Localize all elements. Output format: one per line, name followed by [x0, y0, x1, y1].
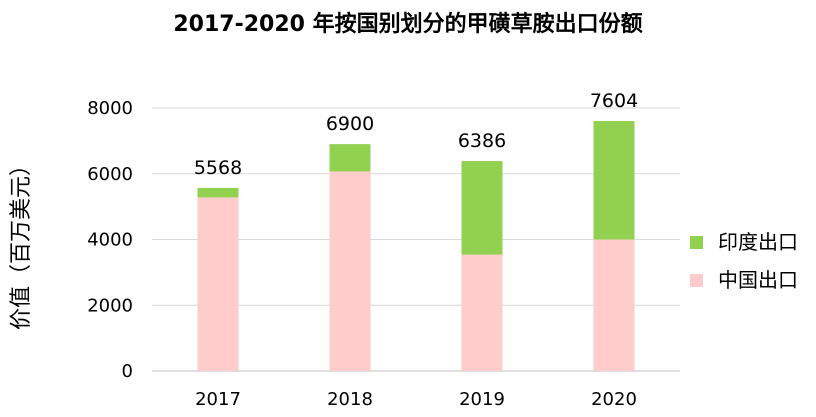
bar-segment-india-2018 — [329, 144, 371, 172]
total-data-label: 7604 — [590, 90, 638, 112]
chart-title: 2017-2020 年按国别划分的甲磺草胺出口份额 — [173, 12, 643, 37]
x-tick-label: 2020 — [591, 389, 637, 410]
bar-segment-india-2019 — [461, 161, 503, 255]
y-axis-label: 价值（百万美元） — [9, 154, 34, 330]
gridlines — [152, 107, 680, 372]
total-data-label: 5568 — [194, 157, 242, 179]
bar-segment-china-2017 — [197, 197, 239, 371]
legend-label-india: 印度出口 — [718, 230, 798, 254]
y-tick-label: 8000 — [87, 98, 133, 119]
bar-segment-china-2020 — [593, 239, 635, 371]
x-tick-label: 2018 — [327, 389, 373, 410]
legend-label-china: 中国出口 — [718, 268, 798, 292]
y-tick-label: 2000 — [87, 295, 133, 316]
bar-segment-china-2018 — [329, 171, 371, 371]
y-tick-label: 0 — [122, 361, 133, 382]
bar-segment-india-2017 — [197, 187, 239, 198]
x-axis-ticks: 2017 2018 2019 2020 — [195, 389, 637, 410]
x-tick-label: 2017 — [195, 389, 241, 410]
y-tick-label: 6000 — [87, 164, 133, 185]
legend-swatch-china — [690, 274, 703, 287]
data-labels: 5568 6900 6386 7604 — [194, 90, 638, 179]
bars — [197, 121, 635, 371]
total-data-label: 6900 — [326, 113, 374, 135]
legend-swatch-india — [690, 236, 703, 249]
y-axis-ticks: 0 2000 4000 6000 8000 — [87, 98, 133, 382]
bar-segment-china-2019 — [461, 254, 503, 371]
total-data-label: 6386 — [458, 130, 506, 152]
bar-segment-india-2020 — [593, 121, 635, 240]
y-tick-label: 4000 — [87, 230, 133, 251]
x-tick-label: 2019 — [459, 389, 505, 410]
